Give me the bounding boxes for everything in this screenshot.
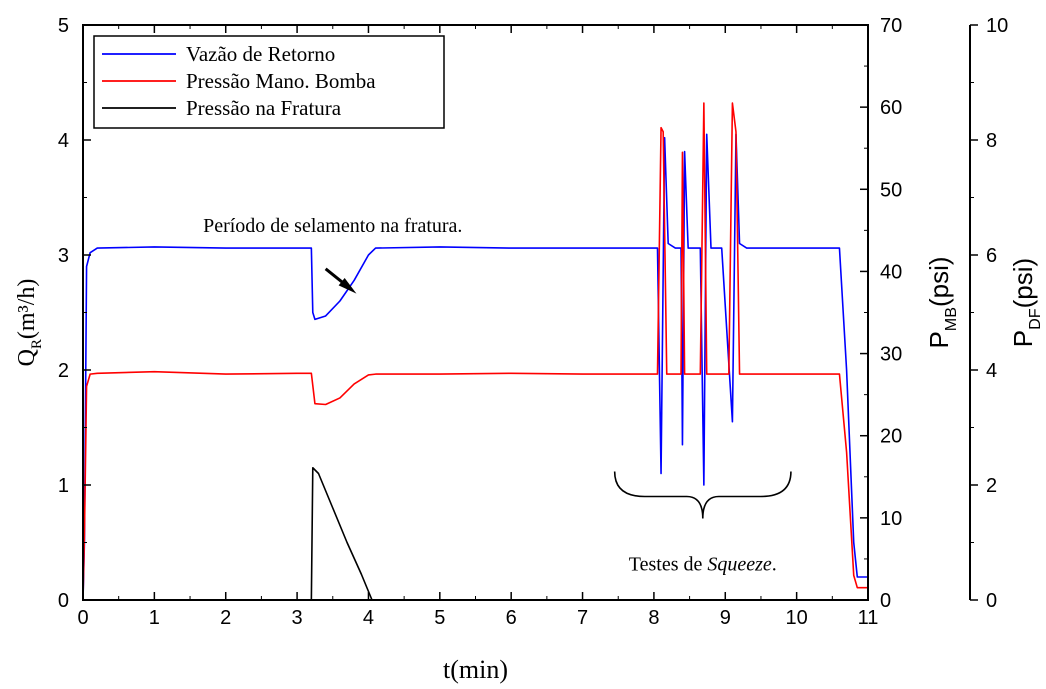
right2-tick-label: 0 xyxy=(986,590,997,612)
right2-tick-label: 6 xyxy=(986,245,997,267)
right2-axis-label: PDF(psi) xyxy=(1008,258,1044,347)
annotations: Período de selamento na fratura. Testes d… xyxy=(203,215,792,576)
series-layer xyxy=(82,102,868,601)
right2-tick-label: 8 xyxy=(986,130,997,152)
x-tick-label: 11 xyxy=(858,607,879,629)
left-tick-label: 2 xyxy=(58,360,69,382)
annotation-sealing: Período de selamento na fratura. xyxy=(203,215,462,237)
series-line-2 xyxy=(82,102,868,601)
legend-label-1: Vazão de Retorno xyxy=(186,42,335,66)
right2-tick-label: 4 xyxy=(986,360,997,382)
right1-tick-label: 30 xyxy=(880,344,902,366)
right1-tick-label: 0 xyxy=(880,590,891,612)
x-tick-label: 6 xyxy=(506,607,517,629)
legend-label-2: Pressão Mano. Bomba xyxy=(186,69,376,93)
legend-label-3: Pressão na Fratura xyxy=(186,96,342,120)
right1-tick-label: 60 xyxy=(880,97,902,119)
axes-layer: 0 1 2 3 4 5 6 7 8 9 10 11t(min)012345QR(m³/h)010203… xyxy=(14,15,1044,684)
left-tick-label: 5 xyxy=(58,15,69,37)
right2-tick-label: 10 xyxy=(986,15,1008,37)
annotation-brace xyxy=(613,471,792,519)
x-tick-label: 10 xyxy=(786,607,808,629)
x-tick-label: 7 xyxy=(577,607,588,629)
x-tick-label: 8 xyxy=(648,607,659,629)
left-tick-label: 4 xyxy=(58,130,69,152)
x-tick-label: 2 xyxy=(220,607,231,629)
right1-tick-label: 40 xyxy=(880,261,902,283)
left-tick-label: 0 xyxy=(58,590,69,612)
left-axis-label: QR(m³/h) xyxy=(14,279,45,367)
annotation-arrow-head xyxy=(338,277,357,294)
right1-axis-label: PMB(psi) xyxy=(924,256,960,348)
x-tick-label: 4 xyxy=(363,607,374,629)
right1-tick-label: 20 xyxy=(880,426,902,448)
legend-box xyxy=(93,35,445,129)
x-tick-label: 1 xyxy=(149,607,160,629)
right1-tick-label: 10 xyxy=(880,508,902,530)
series-line-3 xyxy=(310,466,373,601)
left-tick-label: 3 xyxy=(58,245,69,267)
right1-tick-label: 70 xyxy=(880,15,902,37)
right1-tick-label: 50 xyxy=(880,179,902,201)
legend: Vazão de Retorno Pressão Mano. Bomba Press… xyxy=(93,35,445,129)
annotation-squeeze: Testes de Squeeze. xyxy=(629,554,777,576)
right2-tick-label: 2 xyxy=(986,475,997,497)
series-line-1 xyxy=(82,133,868,601)
x-tick-label: 0 xyxy=(77,607,88,629)
x-axis-label: t(min) xyxy=(443,655,508,684)
x-tick-label: 3 xyxy=(292,607,303,629)
x-tick-label: 5 xyxy=(434,607,445,629)
left-tick-label: 1 xyxy=(58,475,69,497)
x-tick-label: 9 xyxy=(720,607,731,629)
